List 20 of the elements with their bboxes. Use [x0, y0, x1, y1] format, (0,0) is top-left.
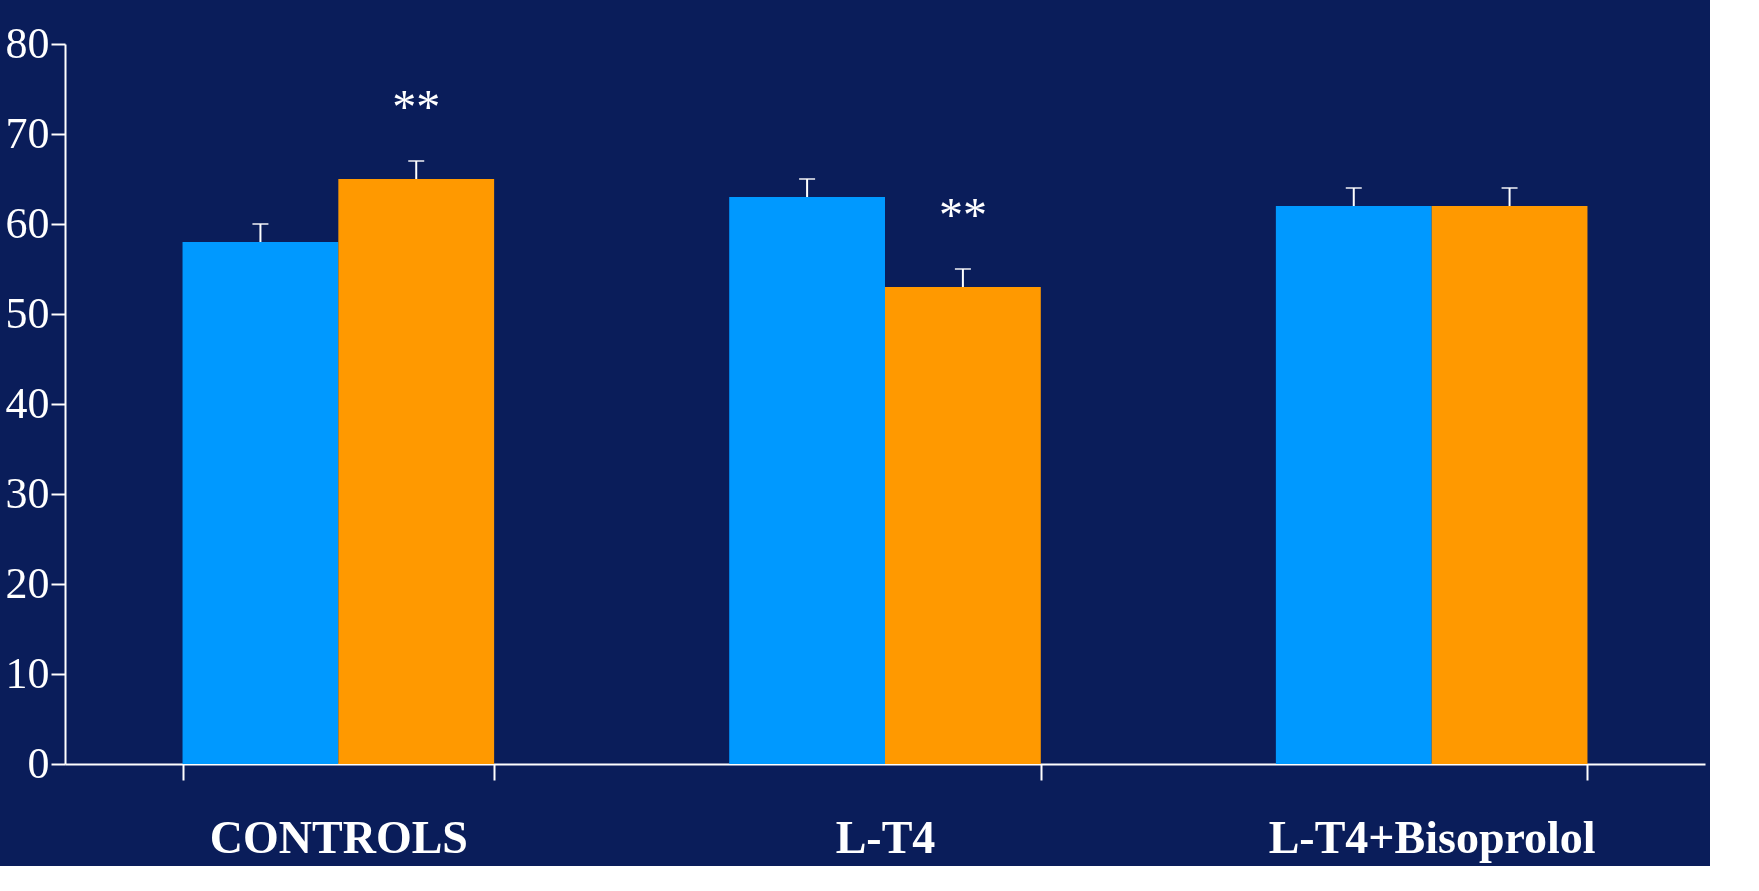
- x-tick-label: L-T4+Bisoprolol: [1268, 811, 1596, 863]
- y-tick-label: 40: [5, 378, 50, 428]
- y-tick-label: 30: [5, 468, 50, 518]
- annotation: **: [392, 80, 441, 133]
- bar: [1275, 206, 1432, 764]
- bar: [885, 287, 1041, 764]
- bar: [338, 179, 495, 764]
- annotation: **: [938, 188, 987, 241]
- y-tick-label: 80: [5, 18, 50, 68]
- x-tick-label: L-T4: [835, 811, 936, 863]
- y-tick-label: 70: [5, 108, 50, 158]
- y-tick-label: 50: [5, 288, 50, 338]
- y-tick-label: 10: [5, 648, 50, 698]
- bar: [729, 197, 885, 764]
- y-tick-label: 20: [5, 558, 50, 608]
- bar: [182, 242, 339, 764]
- y-tick-label: 60: [5, 198, 50, 248]
- y-tick-label: 0: [27, 738, 50, 788]
- bar: [1431, 206, 1588, 764]
- x-tick-label: CONTROLS: [209, 811, 468, 863]
